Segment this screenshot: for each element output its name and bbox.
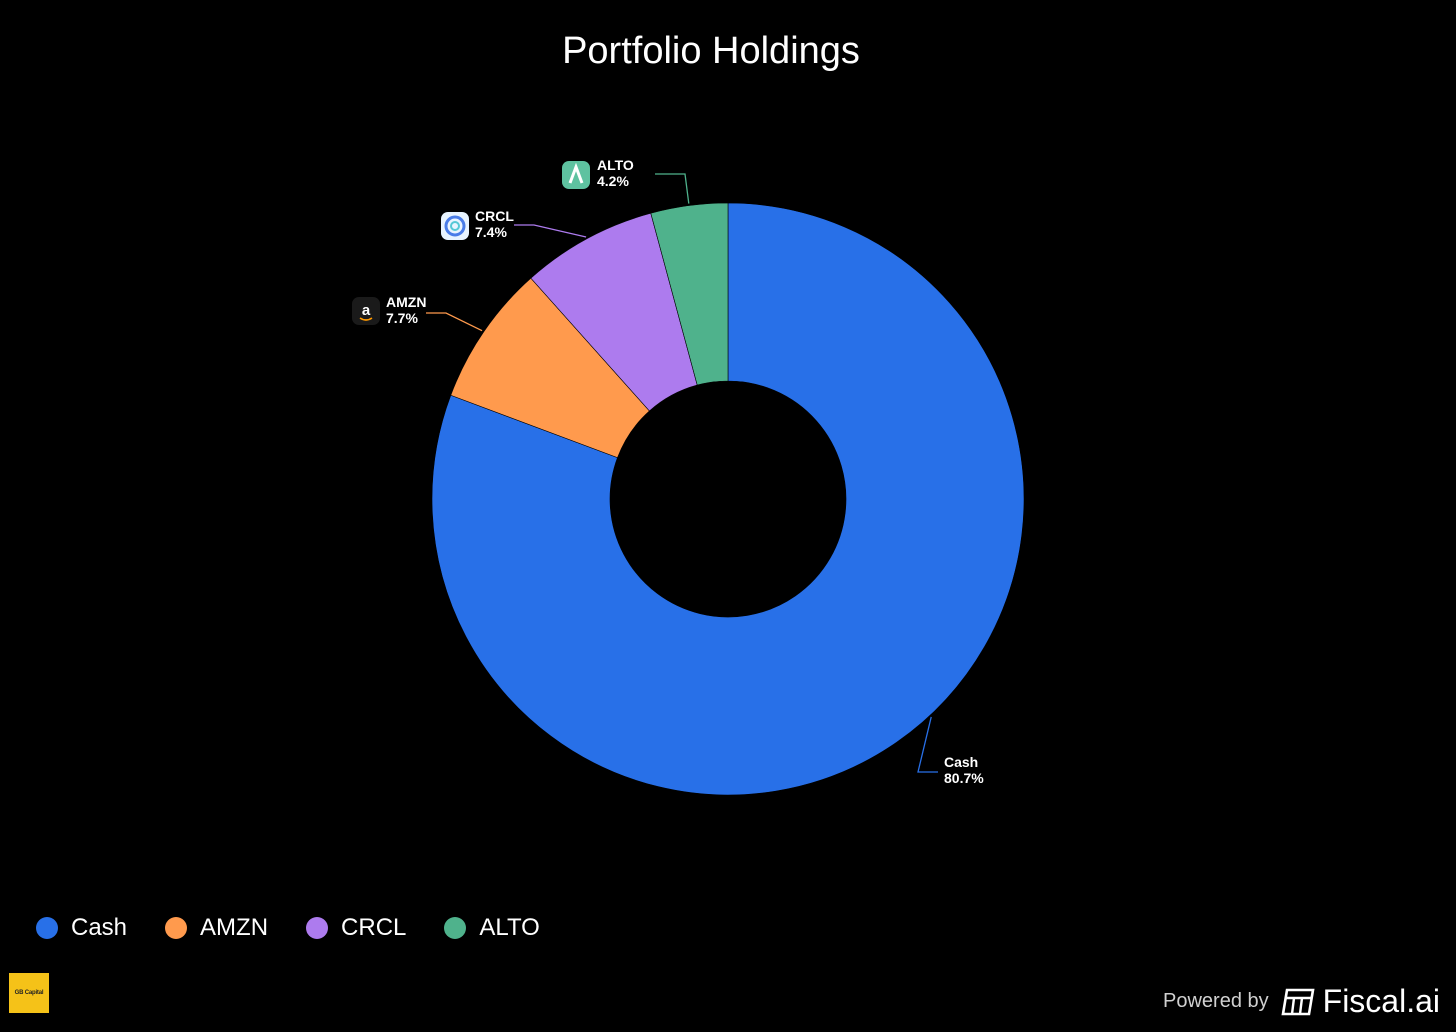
legend-item-alto[interactable]: ALTO (444, 914, 540, 942)
label-leaders (426, 173, 938, 773)
legend-item-cash[interactable]: Cash (36, 914, 127, 942)
slice-label-name-alto: ALTO (597, 157, 634, 173)
leader-line-alto (655, 173, 690, 204)
leader-line-amzn (426, 312, 483, 332)
slice-label-name-cash: Cash (944, 754, 978, 770)
powered-by-text: Powered by (1163, 990, 1269, 1012)
legend-item-crcl[interactable]: CRCL (306, 914, 406, 942)
legend-swatch-cash (36, 917, 58, 939)
slice-label-name-crcl: CRCL (475, 208, 514, 224)
legend-label-alto: ALTO (479, 914, 540, 941)
donut-slice-alto[interactable] (650, 202, 729, 386)
amazon-logo-icon: a (352, 297, 380, 325)
chart-title: Portfolio Holdings (562, 30, 860, 72)
legend-swatch-crcl (306, 917, 329, 939)
fiscal-logo-icon (1281, 988, 1315, 1015)
legend-swatch-alto (444, 917, 467, 939)
donut-slice-cash[interactable] (431, 202, 1025, 796)
slice-label-name-amzn: AMZN (386, 294, 426, 310)
fiscal-brand-name: Fiscal.ai (1322, 983, 1440, 1019)
legend-swatch-amzn (165, 917, 188, 939)
circle-logo-icon (441, 212, 469, 240)
slice-label-value-amzn: 7.7% (386, 310, 418, 326)
leader-line-cash (917, 716, 938, 773)
powered-by-footer[interactable]: Powered by Fiscal.ai (1163, 983, 1440, 1020)
slice-label-value-cash: 80.7% (944, 770, 984, 786)
leader-line-crcl (514, 224, 587, 238)
chart-legend: Cash AMZN CRCL ALTO (36, 914, 578, 942)
donut-slices (431, 202, 1025, 796)
svg-text:a: a (362, 302, 371, 319)
slice-label-value-crcl: 7.4% (475, 224, 507, 240)
legend-label-crcl: CRCL (341, 914, 407, 941)
slice-label-value-alto: 4.2% (597, 173, 629, 189)
brand-logo: GB Capital (9, 973, 49, 1013)
legend-item-amzn[interactable]: AMZN (165, 914, 268, 942)
legend-label-cash: Cash (71, 914, 128, 941)
legend-label-amzn: AMZN (200, 914, 269, 941)
alto-logo-icon (562, 161, 590, 189)
